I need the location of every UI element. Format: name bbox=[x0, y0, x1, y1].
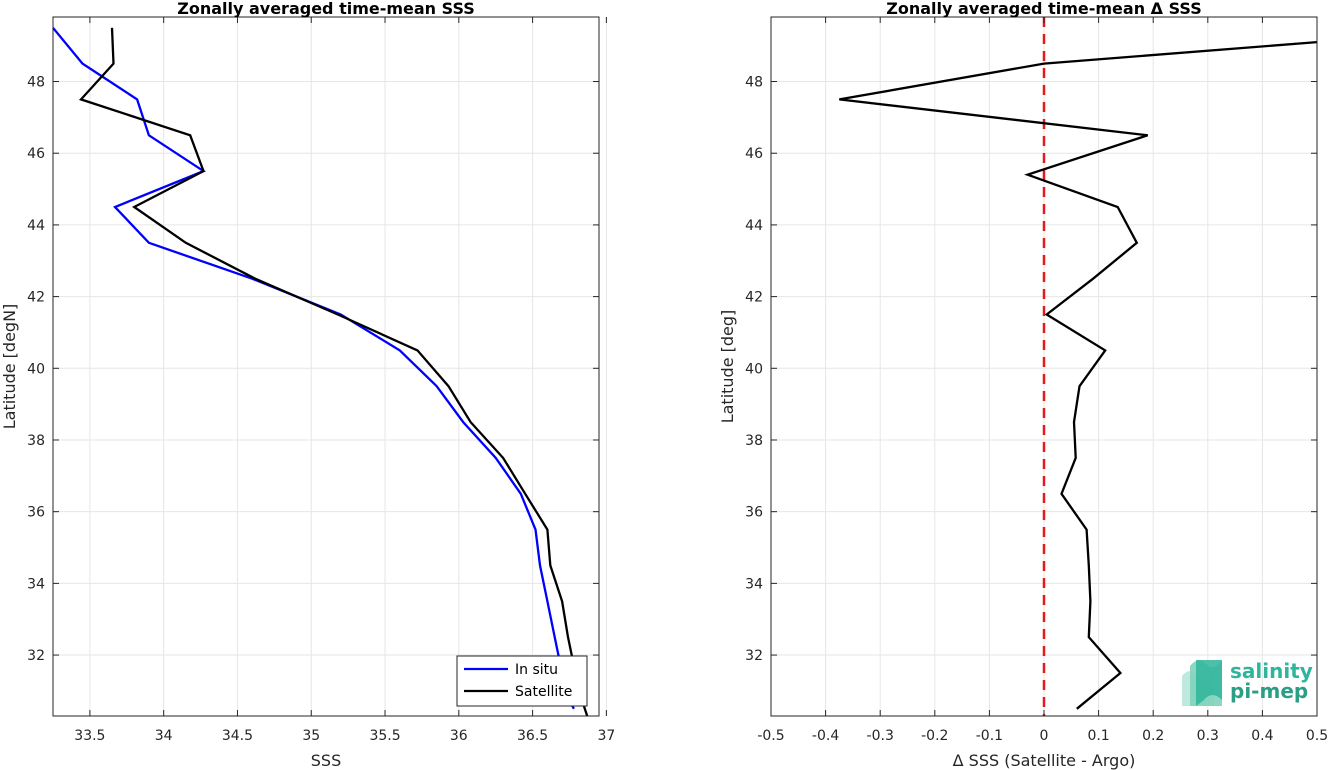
y-tick-label: 32 bbox=[745, 648, 763, 664]
delta-sss-chart-title: Zonally averaged time-mean Δ SSS bbox=[886, 0, 1202, 18]
y-tick-label: 48 bbox=[27, 75, 45, 91]
y-tick-label: 42 bbox=[27, 290, 45, 306]
y-tick-label: 44 bbox=[745, 218, 763, 234]
x-tick-label: -0.2 bbox=[921, 728, 948, 744]
delta-sss-series-group bbox=[839, 40, 1318, 710]
wave-logo-icon bbox=[1182, 660, 1222, 706]
x-tick-label: -0.1 bbox=[976, 728, 1003, 744]
series-line-delta-sss bbox=[839, 40, 1318, 710]
y-tick-label: 46 bbox=[27, 146, 45, 162]
x-tick-label: 0.1 bbox=[1087, 728, 1109, 744]
delta-sss-axes: -0.5 -0.4 -0.3 -0.2 -0.1 0 0.1 0.2 0.3 0.4 0.5 323… bbox=[718, 0, 1328, 770]
x-tick-label: -0.5 bbox=[757, 728, 784, 744]
series-line-satellite bbox=[78, 27, 589, 717]
sss-x-ticks: 33.5 34 34.5 35 35.5 36 36.5 37 bbox=[74, 17, 615, 744]
legend-label-in-situ: In situ bbox=[515, 662, 558, 678]
x-tick-label: 35 bbox=[302, 728, 320, 744]
x-tick-label: 0 bbox=[1040, 728, 1049, 744]
x-tick-label: 0.2 bbox=[1142, 728, 1164, 744]
y-tick-label: 34 bbox=[745, 576, 763, 592]
logo-text-pi-mep: pi-mep bbox=[1230, 679, 1308, 703]
legend-box bbox=[456, 655, 588, 707]
delta-sss-y-axis-label: Latitude [deg] bbox=[718, 310, 737, 424]
x-tick-label: 34 bbox=[155, 728, 173, 744]
y-tick-label: 38 bbox=[745, 433, 763, 449]
x-tick-label: 0.4 bbox=[1251, 728, 1273, 744]
y-tick-label: 36 bbox=[27, 505, 45, 521]
y-tick-label: 32 bbox=[27, 648, 45, 664]
series-line-in-situ bbox=[52, 27, 575, 710]
sss-grid bbox=[53, 17, 607, 716]
delta-sss-x-ticks: -0.5 -0.4 -0.3 -0.2 -0.1 0 0.1 0.2 0.3 0.4 0.5 bbox=[757, 17, 1328, 744]
sss-x-axis-label: SSS bbox=[311, 751, 341, 770]
x-tick-label: 34.5 bbox=[222, 728, 253, 744]
delta-sss-y-ticks: 32 34 36 38 40 42 44 46 48 bbox=[745, 75, 1317, 664]
salinity-pi-mep-logo: salinity pi-mep bbox=[1182, 659, 1313, 706]
sss-axes-box bbox=[52, 16, 600, 717]
y-tick-label: 38 bbox=[27, 433, 45, 449]
y-tick-label: 40 bbox=[745, 361, 763, 377]
y-tick-label: 44 bbox=[27, 218, 45, 234]
sss-y-axis-label: Latitude [degN] bbox=[0, 304, 19, 430]
logo-text-salinity: salinity bbox=[1230, 659, 1313, 683]
x-tick-label: 33.5 bbox=[74, 728, 105, 744]
x-tick-label: 37 bbox=[597, 728, 615, 744]
y-tick-label: 42 bbox=[745, 290, 763, 306]
x-tick-label: -0.4 bbox=[812, 728, 839, 744]
y-tick-label: 48 bbox=[745, 75, 763, 91]
sss-y-ticks: 32 34 36 38 40 42 44 46 48 bbox=[27, 75, 599, 664]
delta-sss-x-axis-label: Δ SSS (Satellite - Argo) bbox=[953, 751, 1136, 770]
sss-chart-title: Zonally averaged time-mean SSS bbox=[177, 0, 475, 18]
legend: In situ Satellite bbox=[456, 655, 588, 707]
legend-label-satellite: Satellite bbox=[515, 684, 572, 700]
y-tick-label: 34 bbox=[27, 576, 45, 592]
x-tick-label: 0.3 bbox=[1197, 728, 1219, 744]
x-tick-label: 36.5 bbox=[517, 728, 548, 744]
y-tick-label: 36 bbox=[745, 505, 763, 521]
sss-series-group bbox=[52, 27, 589, 717]
x-tick-label: -0.3 bbox=[867, 728, 894, 744]
x-tick-label: 36 bbox=[450, 728, 468, 744]
x-tick-label: 0.5 bbox=[1306, 728, 1328, 744]
x-tick-label: 35.5 bbox=[369, 728, 400, 744]
y-tick-label: 40 bbox=[27, 361, 45, 377]
sss-axes: 33.5 34 34.5 35 35.5 36 36.5 37 32 34 36 38 40 42 44 4… bbox=[0, 0, 615, 770]
y-tick-label: 46 bbox=[745, 146, 763, 162]
